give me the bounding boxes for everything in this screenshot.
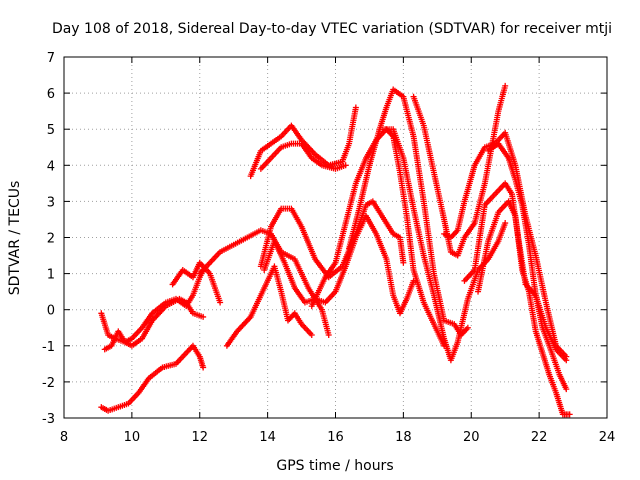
y-tick-label: 1 bbox=[47, 268, 55, 283]
series-arc-10 bbox=[261, 212, 417, 317]
data-point bbox=[200, 364, 207, 371]
data-point bbox=[566, 411, 573, 418]
series-arc-7 bbox=[247, 104, 359, 180]
y-tick-label: 0 bbox=[47, 304, 55, 319]
y-tick-label: 7 bbox=[47, 51, 55, 66]
series-arc-5 bbox=[196, 227, 332, 338]
series-arc-4 bbox=[169, 259, 224, 306]
x-tick-label: 20 bbox=[463, 430, 480, 445]
y-tick-label: -1 bbox=[42, 340, 55, 355]
series-arc-8 bbox=[257, 140, 349, 172]
data-point bbox=[325, 331, 332, 338]
series-arc-6 bbox=[223, 263, 315, 349]
y-tick-label: 2 bbox=[47, 232, 55, 247]
y-tick-label: 4 bbox=[47, 159, 55, 174]
data-point bbox=[464, 324, 471, 331]
x-tick-label: 12 bbox=[191, 430, 208, 445]
series-arc-13 bbox=[380, 126, 509, 364]
data-point bbox=[563, 386, 570, 393]
y-tick-label: 3 bbox=[47, 195, 55, 210]
series-arc-17 bbox=[475, 198, 573, 418]
x-tick-label: 18 bbox=[395, 430, 412, 445]
series-arc-3 bbox=[98, 342, 207, 414]
chart-title: Day 108 of 2018, Sidereal Day-to-day VTE… bbox=[52, 21, 612, 37]
data-point bbox=[502, 220, 509, 227]
data-point bbox=[563, 357, 570, 364]
data-point bbox=[352, 104, 359, 111]
x-tick-label: 10 bbox=[124, 430, 141, 445]
series-arc-15 bbox=[441, 129, 570, 360]
x-tick-label: 14 bbox=[259, 430, 276, 445]
data-point bbox=[502, 82, 509, 89]
y-axis-label: SDTVAR / TECUs bbox=[7, 181, 23, 296]
data-point bbox=[400, 259, 407, 266]
series-arc-18 bbox=[485, 140, 570, 393]
x-tick-label: 22 bbox=[531, 430, 548, 445]
x-tick-label: 8 bbox=[60, 430, 68, 445]
series-arc-12 bbox=[346, 86, 471, 338]
series-arc-11 bbox=[308, 126, 448, 349]
y-tick-label: -3 bbox=[42, 412, 55, 427]
data-point bbox=[342, 162, 349, 169]
x-tick-label: 16 bbox=[327, 430, 344, 445]
x-axis-label: GPS time / hours bbox=[276, 458, 393, 474]
data-point bbox=[200, 313, 207, 320]
y-tick-label: 6 bbox=[47, 87, 55, 102]
x-tick-label: 24 bbox=[599, 430, 616, 445]
data-points bbox=[98, 82, 573, 418]
y-tick-label: -2 bbox=[42, 376, 55, 391]
data-point bbox=[308, 331, 315, 338]
y-tick-label: 5 bbox=[47, 123, 55, 138]
series-arc-14 bbox=[410, 82, 509, 259]
series-arc-2 bbox=[101, 295, 207, 353]
data-point bbox=[217, 299, 224, 306]
axis-ticks bbox=[63, 56, 608, 419]
grid-lines bbox=[64, 57, 607, 418]
